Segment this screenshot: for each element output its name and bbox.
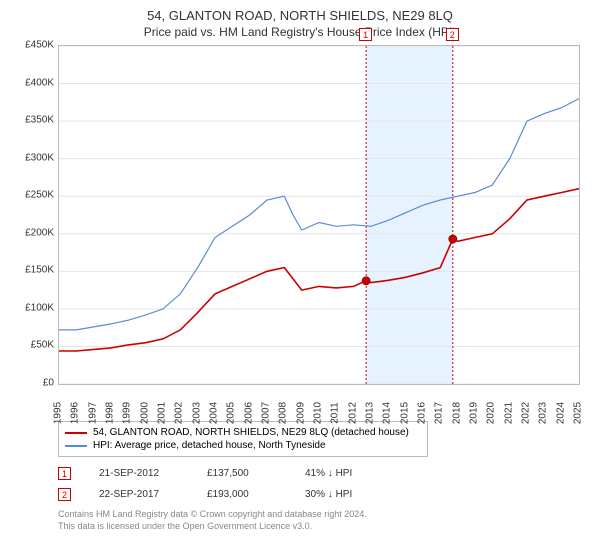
x-tick-label: 2022	[521, 402, 532, 424]
x-tick-label: 2012	[347, 402, 358, 424]
x-axis-labels: 1995199619971998199920002001200220032004…	[58, 387, 580, 415]
x-tick-label: 1999	[122, 402, 133, 424]
legend: 54, GLANTON ROAD, NORTH SHIELDS, NE29 8L…	[58, 421, 428, 457]
y-tick-label: £400K	[25, 77, 54, 88]
x-tick-label: 2011	[330, 402, 341, 424]
x-tick-label: 2009	[295, 402, 306, 424]
chart-subtitle: Price paid vs. HM Land Registry's House …	[10, 25, 590, 39]
x-tick-label: 1995	[53, 402, 64, 424]
footer-line-2: This data is licensed under the Open Gov…	[58, 521, 590, 533]
y-tick-label: £250K	[25, 190, 54, 201]
legend-swatch-2	[65, 445, 87, 447]
x-tick-label: 1998	[105, 402, 116, 424]
x-tick-label: 1996	[70, 402, 81, 424]
plot-svg	[59, 46, 579, 384]
series-1-line	[59, 189, 579, 351]
gridlines	[59, 46, 579, 384]
marker-table-num: 1	[58, 467, 71, 480]
y-axis-labels: £0£50K£100K£150K£200K£250K£300K£350K£400…	[10, 45, 58, 385]
marker-table-pct: 41% ↓ HPI	[305, 468, 352, 479]
marker-box-1: 1	[359, 28, 372, 41]
x-tick-label: 2021	[503, 402, 514, 424]
x-tick-label: 2013	[365, 402, 376, 424]
x-tick-label: 2015	[399, 402, 410, 424]
x-tick-label: 2019	[469, 402, 480, 424]
x-tick-label: 2020	[486, 402, 497, 424]
marker-table: 1 21-SEP-2012 £137,500 41% ↓ HPI 2 22-SE…	[58, 467, 590, 501]
y-tick-label: £100K	[25, 302, 54, 313]
legend-item-2: HPI: Average price, detached house, Nort…	[65, 439, 421, 452]
x-tick-label: 2006	[243, 402, 254, 424]
y-tick-label: £300K	[25, 152, 54, 163]
chart-container: 54, GLANTON ROAD, NORTH SHIELDS, NE29 8L…	[0, 0, 600, 560]
x-tick-label: 2016	[417, 402, 428, 424]
marker-table-pct: 30% ↓ HPI	[305, 489, 352, 500]
highlight-band	[366, 46, 453, 384]
y-tick-label: £450K	[25, 40, 54, 51]
down-arrow-icon: ↓	[328, 489, 333, 500]
x-tick-label: 2024	[555, 402, 566, 424]
marker-table-date: 22-SEP-2017	[99, 489, 179, 500]
marker-box-2: 2	[446, 28, 459, 41]
marker-table-row: 2 22-SEP-2017 £193,000 30% ↓ HPI	[58, 488, 590, 501]
marker-table-date: 21-SEP-2012	[99, 468, 179, 479]
plot-area: 12	[58, 45, 580, 385]
y-tick-label: £50K	[31, 340, 54, 351]
chart-area: £0 £50K £100K £150K £200K £250K £300K £350K £400…	[10, 45, 590, 415]
x-tick-label: 2005	[226, 402, 237, 424]
marker-table-price: £137,500	[207, 468, 277, 479]
y-tick-label: £0	[43, 378, 54, 389]
marker-table-price: £193,000	[207, 489, 277, 500]
legend-swatch-1	[65, 432, 87, 434]
marker-table-row: 1 21-SEP-2012 £137,500 41% ↓ HPI	[58, 467, 590, 480]
marker-dot-2	[449, 235, 457, 243]
legend-item-1: 54, GLANTON ROAD, NORTH SHIELDS, NE29 8L…	[65, 426, 421, 439]
legend-label-1: 54, GLANTON ROAD, NORTH SHIELDS, NE29 8L…	[93, 427, 409, 438]
footer-attribution: Contains HM Land Registry data © Crown c…	[58, 509, 590, 532]
x-tick-label: 2003	[191, 402, 202, 424]
x-tick-label: 2001	[157, 402, 168, 424]
footer-line-1: Contains HM Land Registry data © Crown c…	[58, 509, 590, 521]
y-tick-label: £150K	[25, 265, 54, 276]
legend-label-2: HPI: Average price, detached house, Nort…	[93, 440, 326, 451]
x-tick-label: 2023	[538, 402, 549, 424]
x-tick-label: 2008	[278, 402, 289, 424]
marker-table-num: 2	[58, 488, 71, 501]
series-2-line	[59, 99, 579, 330]
x-tick-label: 2017	[434, 402, 445, 424]
x-tick-label: 2014	[382, 402, 393, 424]
x-tick-label: 2010	[313, 402, 324, 424]
y-tick-label: £350K	[25, 115, 54, 126]
x-tick-label: 2000	[139, 402, 150, 424]
x-tick-label: 1997	[87, 402, 98, 424]
chart-title: 54, GLANTON ROAD, NORTH SHIELDS, NE29 8L…	[10, 8, 590, 23]
marker-dot-1	[362, 277, 370, 285]
down-arrow-icon: ↓	[328, 468, 333, 479]
y-tick-label: £200K	[25, 227, 54, 238]
x-tick-label: 2004	[209, 402, 220, 424]
x-tick-label: 2025	[573, 402, 584, 424]
x-tick-label: 2018	[451, 402, 462, 424]
x-tick-label: 2002	[174, 402, 185, 424]
x-tick-label: 2007	[261, 402, 272, 424]
